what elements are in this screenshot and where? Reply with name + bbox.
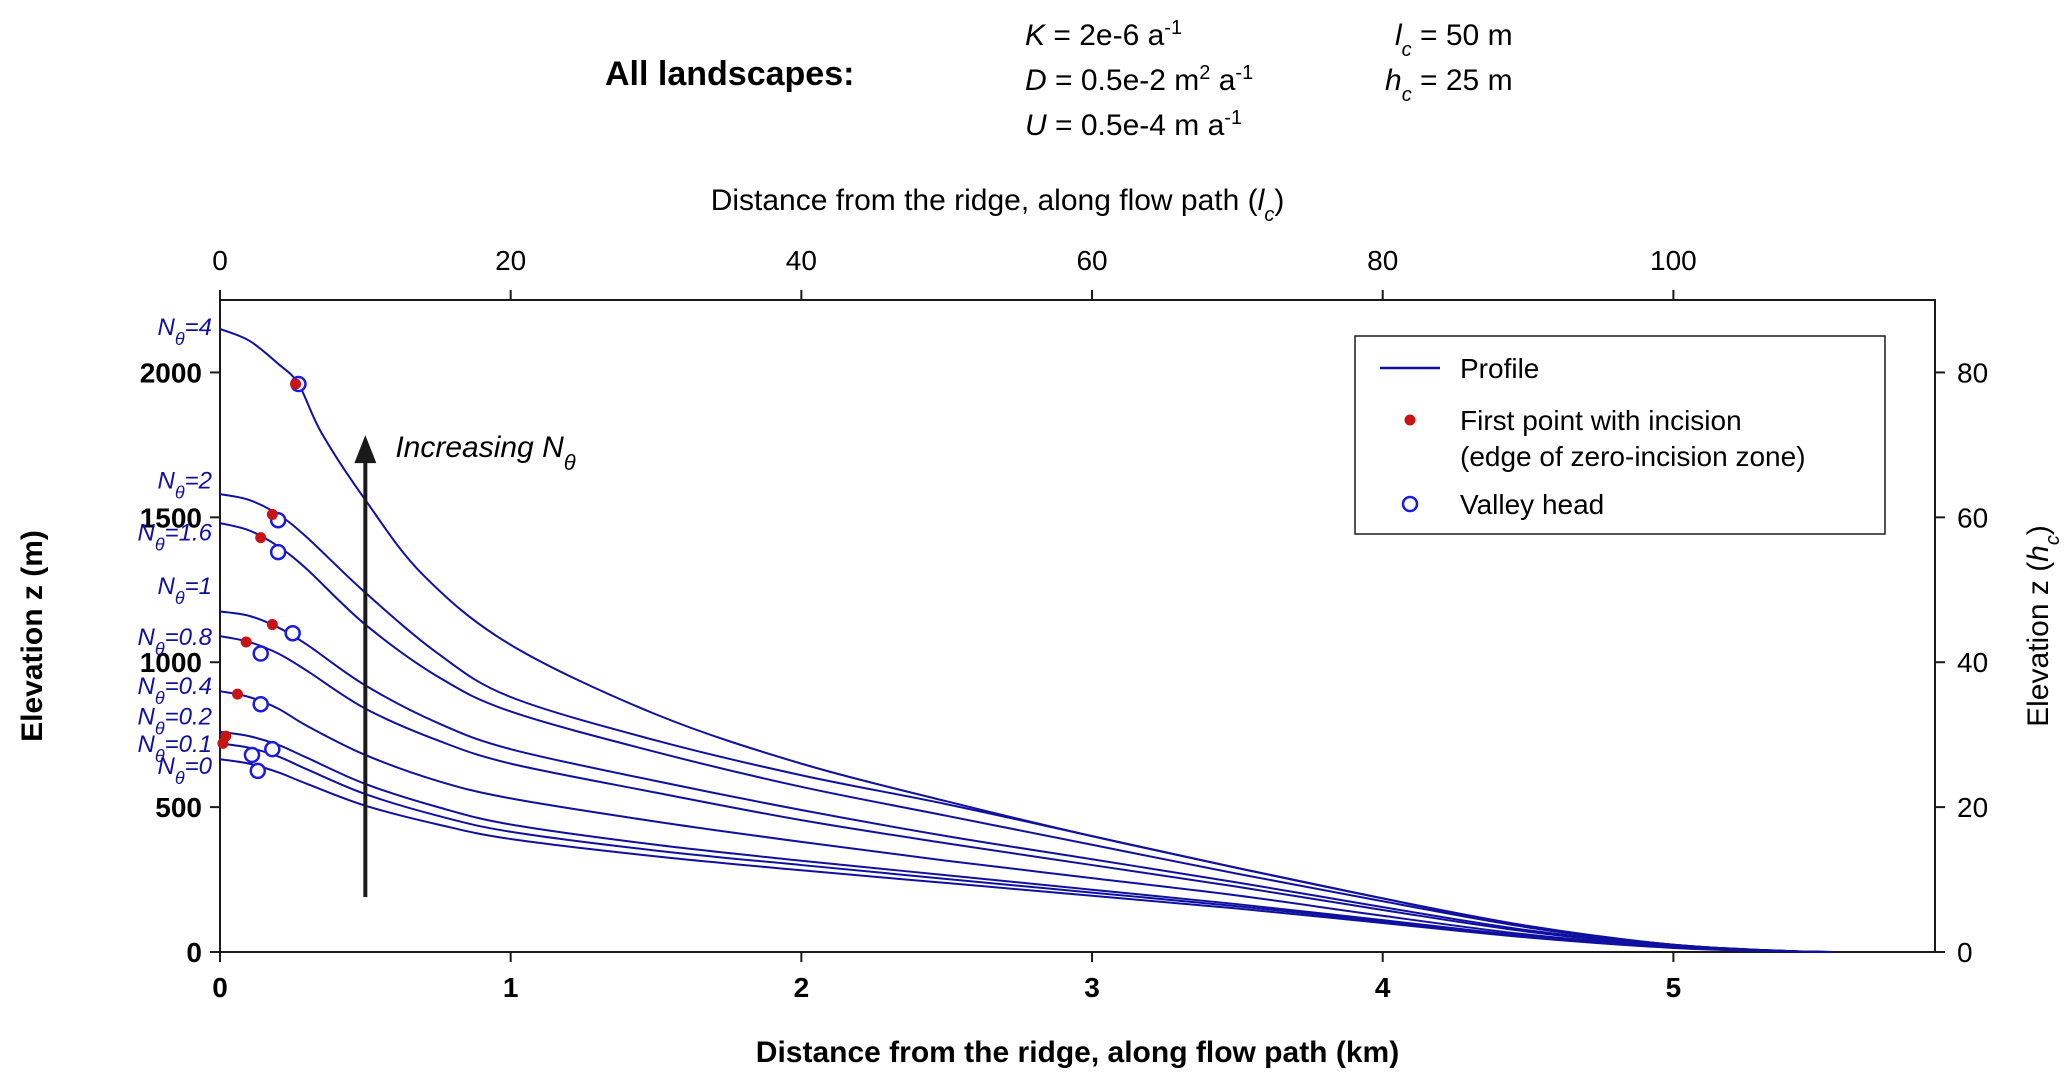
incision-point-marker — [240, 636, 252, 648]
increasing-n-annotation: Increasing Nθ — [354, 431, 576, 897]
x-tick-label: 5 — [1666, 972, 1682, 1003]
y-tick-label: 1500 — [140, 502, 202, 533]
parameters-block: All landscapes: K = 2e-6 a-1 D = 0.5e-2 … — [605, 17, 1513, 142]
y2-tick-label: 0 — [1957, 937, 1973, 968]
x-tick-label: 0 — [212, 972, 228, 1003]
curve-label: Nθ=0.1 — [138, 731, 213, 766]
incision-point-marker — [231, 688, 243, 700]
incision-point-marker — [290, 378, 302, 390]
legend-box — [1354, 335, 1886, 535]
x-tick-label: 1 — [503, 972, 519, 1003]
profile-line — [219, 493, 1834, 953]
param-d: D = 0.5e-2 m2 a-1 — [1025, 62, 1253, 97]
incision-point-marker — [217, 737, 229, 749]
legend-valley-label: Valley head — [1460, 489, 1604, 520]
profile-line — [219, 742, 1834, 953]
x-axis-label: Distance from the ridge, along flow path… — [756, 1036, 1399, 1069]
param-lc: lc = 50 m — [1395, 19, 1513, 61]
profile-line — [219, 690, 1834, 953]
y2-tick-label: 80 — [1957, 357, 1988, 388]
valley-head-marker — [264, 740, 281, 758]
x2-tick-label: 40 — [786, 245, 817, 276]
parameters-title: All landscapes: — [605, 55, 854, 93]
y-tick-label: 0 — [186, 937, 202, 968]
y2-axis-label: Elevation z (hc) — [2022, 525, 2064, 727]
curve-label: Nθ=2 — [158, 467, 212, 502]
y-tick-label: 500 — [155, 792, 202, 823]
y2-tick-label: 20 — [1957, 792, 1988, 823]
legend-valley-swatch — [1401, 495, 1419, 513]
x2-axis-label: Distance from the ridge, along flow path… — [711, 184, 1285, 226]
valley-head-marker — [269, 543, 287, 561]
curve-label: Nθ=0.2 — [138, 704, 213, 739]
legend: Profile First point with incision (edge … — [1354, 335, 1886, 535]
x-tick-label: 2 — [794, 972, 810, 1003]
legend-incision-swatch — [1404, 414, 1416, 426]
profile-curves — [219, 328, 1834, 953]
curve-labels: Nθ=4Nθ=2Nθ=1.6Nθ=1Nθ=0.8Nθ=0.4Nθ=0.2Nθ=0… — [138, 314, 213, 788]
incision-point-marker — [266, 508, 278, 520]
curve-label: Nθ=0.4 — [138, 673, 213, 708]
curve-label: Nθ=1 — [158, 573, 212, 608]
profile-line — [219, 522, 1834, 953]
incision-point-marker — [255, 532, 267, 544]
x2-tick-label: 80 — [1367, 245, 1398, 276]
profile-line — [219, 758, 1834, 953]
x2-tick-label: 100 — [1650, 245, 1697, 276]
x2-tick-label: 60 — [1076, 245, 1107, 276]
x2-tick-label: 20 — [495, 245, 526, 276]
curve-label: Nθ=1.6 — [138, 520, 213, 555]
param-k: K = 2e-6 a-1 — [1025, 17, 1182, 52]
param-u: U = 0.5e-4 m a-1 — [1025, 107, 1242, 142]
plot-frame — [219, 299, 1936, 953]
legend-incision-label: First point with incision — [1460, 405, 1742, 436]
curve-label: Nθ=4 — [158, 314, 212, 349]
x-tick-label: 4 — [1375, 972, 1391, 1003]
x-tick-label: 3 — [1084, 972, 1100, 1003]
x2-tick-label: 0 — [212, 245, 228, 276]
valley-head-marker — [243, 746, 261, 764]
valley-head-marker — [249, 762, 267, 780]
curve-label: Nθ=0.8 — [138, 624, 213, 659]
param-hc: hc = 25 m — [1385, 64, 1513, 106]
y-axis-label: Elevation z (m) — [16, 530, 49, 742]
y2-tick-label: 40 — [1957, 647, 1988, 678]
arrow-head-icon — [354, 435, 377, 464]
profile-line — [219, 610, 1834, 953]
legend-incision-label-2: (edge of zero-incision zone) — [1460, 441, 1806, 472]
y-tick-label: 2000 — [140, 357, 202, 388]
valley-head-marker — [284, 624, 301, 642]
incision-point-marker — [266, 619, 278, 631]
profile-line — [219, 635, 1834, 953]
valley-head-marker — [252, 645, 269, 662]
legend-profile-label: Profile — [1460, 353, 1539, 384]
profile-line — [219, 730, 1834, 953]
valley-head-marker — [252, 695, 269, 713]
profile-markers — [217, 375, 307, 780]
curve-label: Nθ=0 — [158, 753, 213, 788]
y-tick-label: 1000 — [140, 647, 202, 678]
y2-tick-label: 60 — [1957, 502, 1988, 533]
increasing-n-label: Increasing Nθ — [395, 431, 575, 475]
